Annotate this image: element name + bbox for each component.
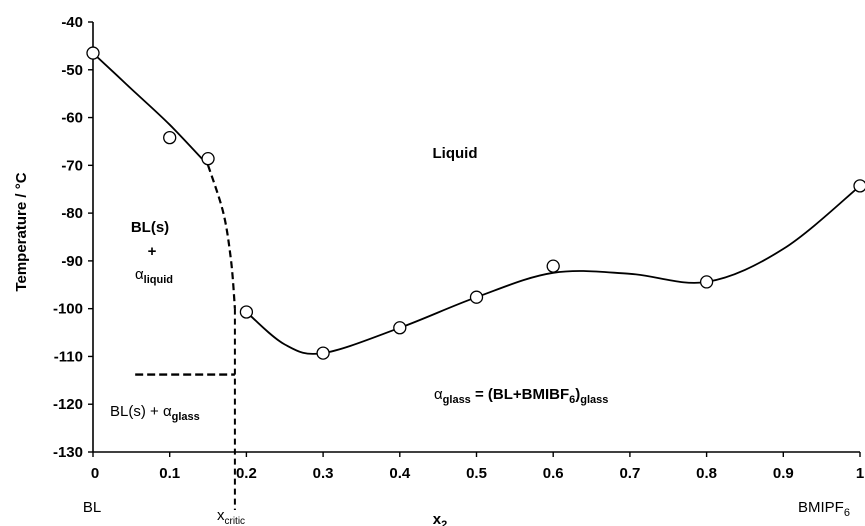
x-tick-label: 0.2 [236,465,257,482]
y-axis-label: Temperature / °C [13,172,30,291]
liquidus-curve [92,52,209,166]
endpoint-label-bl: BL [83,499,101,516]
y-tick-label: -70 [61,157,83,174]
x-tick-label: 0.3 [313,465,334,482]
x-tick-label: 0.6 [543,465,564,482]
data-point-marker [163,130,177,145]
endpoint-label-bmipf6: BMIPF6 [798,499,850,519]
glass-transition-curve [245,185,861,355]
data-point-marker [86,46,100,60]
region-label-liquid: Liquid [433,145,478,162]
x-axis-label: x2 [433,511,447,526]
data-point-marker [699,275,714,289]
region-label-alpha-liquid: αliquid [135,266,173,286]
x-tick-label: 0 [91,465,99,482]
y-tick-label: -100 [53,301,83,318]
y-axis-ticks: -40 -50 -60 -70 -80 -90 -100 -110 -120 -130 [53,14,93,461]
y-tick-label: -110 [54,348,83,365]
data-point-marker [201,151,215,166]
x-tick-label: 0.5 [466,465,487,482]
y-tick-label: -40 [61,14,83,31]
y-tick-label: -60 [61,110,83,127]
region-label-alpha-glass-equation: αglass = (BL+BMIBF6)glass [434,386,608,406]
x-tick-label: 0.1 [159,465,180,482]
data-point-marker [316,346,330,360]
dashed-liquidus-extension [207,164,236,309]
y-tick-label: -50 [61,62,83,79]
fit-curves [92,52,861,510]
x-tick-label: 0.7 [619,465,640,482]
x-critic-label: xcritic [217,507,245,526]
data-point-marker [469,290,484,304]
data-point-marker [546,259,560,273]
region-label-bl-solid: BL(s) [131,219,169,236]
data-point-marker [239,305,254,319]
y-tick-label: -120 [53,396,83,413]
data-points [86,46,865,360]
y-tick-label: -130 [53,444,83,461]
x-axis-ticks: 0 0.1 0.2 0.3 0.4 0.5 0.6 0.7 0.8 0.9 1 [91,452,864,482]
x-tick-label: 1 [856,465,864,482]
y-tick-label: -80 [61,205,83,222]
x-tick-label: 0.8 [696,465,717,482]
x-tick-label: 0.4 [389,465,411,482]
data-point-marker [393,321,407,335]
region-label-bl-alpha-glass: BL(s) + αglass [110,403,200,423]
region-label-plus: + [148,243,157,260]
y-tick-label: -90 [61,253,83,270]
x-tick-label: 0.9 [773,465,794,482]
data-point-marker [853,179,865,193]
